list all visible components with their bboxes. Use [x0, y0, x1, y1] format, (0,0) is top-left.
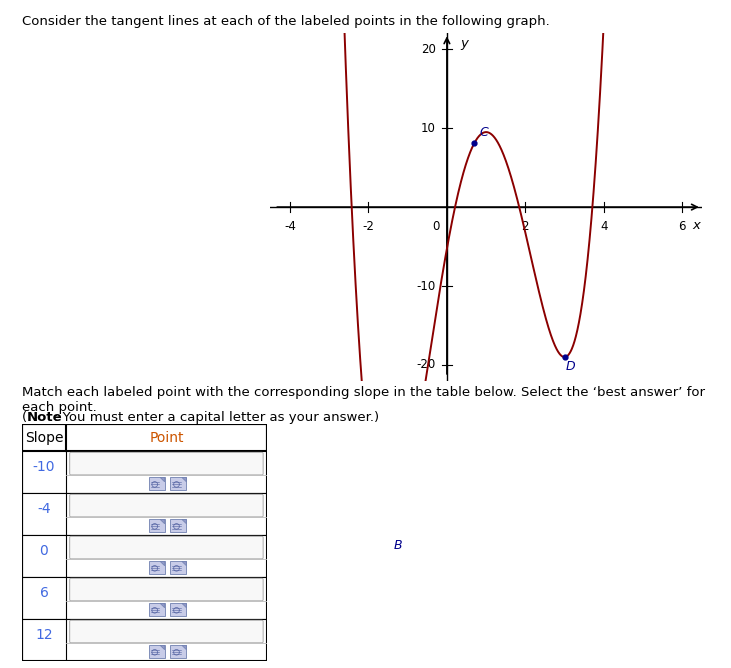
FancyBboxPatch shape	[69, 536, 263, 559]
Text: -20: -20	[416, 359, 436, 371]
Bar	[22, 577, 267, 619]
Text: -4: -4	[37, 502, 50, 516]
Polygon shape	[182, 478, 186, 482]
Polygon shape	[160, 478, 164, 482]
FancyBboxPatch shape	[69, 452, 263, 475]
Polygon shape	[182, 520, 186, 524]
Text: D: D	[566, 360, 575, 373]
Bar	[22, 619, 267, 661]
Text: : You must enter a capital letter as your answer.): : You must enter a capital letter as you…	[54, 411, 379, 424]
Text: (: (	[22, 411, 27, 424]
Bar	[22, 535, 267, 577]
Text: 20: 20	[420, 43, 436, 55]
Text: -4: -4	[284, 220, 296, 233]
Text: 2: 2	[522, 220, 529, 233]
Bar	[148, 645, 164, 658]
Text: Consider the tangent lines at each of the labeled points in the following graph.: Consider the tangent lines at each of th…	[22, 15, 550, 27]
Text: 4: 4	[600, 220, 607, 233]
Bar	[148, 561, 164, 574]
Text: 6: 6	[39, 587, 48, 601]
Polygon shape	[160, 520, 164, 524]
Bar	[22, 424, 267, 452]
Polygon shape	[182, 645, 186, 650]
Polygon shape	[182, 561, 186, 566]
Text: y: y	[461, 37, 469, 50]
Bar	[170, 645, 186, 658]
Bar	[170, 520, 186, 532]
Bar	[170, 478, 186, 490]
Text: -10: -10	[416, 279, 436, 293]
Text: 12: 12	[35, 629, 53, 643]
Text: -10: -10	[33, 460, 56, 474]
Polygon shape	[160, 561, 164, 566]
Text: 10: 10	[420, 122, 436, 135]
Bar	[170, 603, 186, 616]
Text: 0: 0	[39, 544, 48, 558]
Bar	[22, 494, 267, 535]
Bar	[148, 520, 164, 532]
Text: C: C	[480, 126, 488, 139]
Bar	[148, 603, 164, 616]
Text: 0: 0	[433, 220, 440, 233]
Text: Slope: Slope	[25, 431, 63, 445]
Text: Match each labeled point with the corresponding slope in the table below. Select: Match each labeled point with the corres…	[22, 386, 705, 414]
Bar	[148, 478, 164, 490]
Polygon shape	[160, 603, 164, 608]
Text: -2: -2	[363, 220, 374, 233]
Text: B: B	[393, 539, 402, 552]
FancyBboxPatch shape	[69, 578, 263, 601]
Bar	[170, 561, 186, 574]
Text: Point: Point	[149, 431, 183, 445]
Polygon shape	[182, 603, 186, 608]
Text: Note: Note	[27, 411, 63, 424]
Text: 6: 6	[678, 220, 686, 233]
FancyBboxPatch shape	[69, 621, 263, 643]
Bar	[22, 452, 267, 494]
Polygon shape	[160, 645, 164, 650]
FancyBboxPatch shape	[69, 494, 263, 517]
Text: x: x	[692, 219, 700, 232]
